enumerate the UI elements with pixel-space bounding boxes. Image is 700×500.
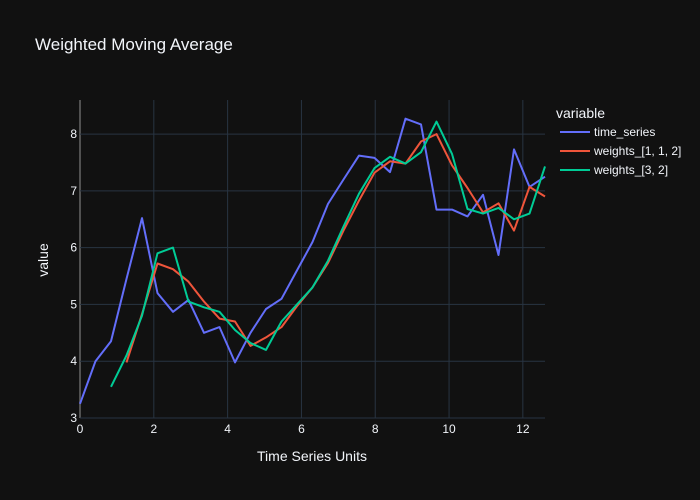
legend-label: weights_[1, 1, 2] [593,144,681,158]
plot-area: 0 2 4 6 8 10 12 3 4 5 6 7 8 [70,100,546,436]
x-tick-label: 10 [442,422,456,436]
y-tick-label: 5 [70,297,77,311]
legend-item-weights-1-1-2[interactable]: weights_[1, 1, 2] [560,144,681,158]
legend-label: weights_[3, 2] [593,163,668,177]
y-tick-label: 3 [70,411,77,425]
y-tick-label: 6 [70,241,77,255]
y-axis-ticks: 3 4 5 6 7 8 [70,127,77,425]
x-tick-label: 0 [77,422,84,436]
x-axis-label: Time Series Units [257,448,367,464]
legend-title: variable [556,105,605,121]
x-tick-label: 2 [150,422,157,436]
y-tick-label: 4 [70,354,77,368]
series-line-weights-1-1-2 [125,133,546,363]
series-lines [79,117,546,405]
x-tick-label: 6 [298,422,305,436]
x-tick-label: 8 [372,422,379,436]
legend-item-time-series[interactable]: time_series [560,125,655,139]
legend[interactable]: variable time_series weights_[1, 1, 2] wei… [556,105,681,177]
gridlines [79,100,545,419]
x-tick-label: 4 [224,422,231,436]
legend-label: time_series [594,125,655,139]
y-tick-label: 7 [70,184,77,198]
series-line-time-series [79,117,546,405]
x-tick-label: 12 [516,422,530,436]
chart-title: Weighted Moving Average [35,35,233,54]
y-tick-label: 8 [70,127,77,141]
x-axis-ticks: 0 2 4 6 8 10 12 [77,422,530,436]
legend-item-weights-3-2[interactable]: weights_[3, 2] [560,163,668,177]
y-axis-label: value [35,243,51,277]
series-line-weights-3-2 [110,120,546,388]
